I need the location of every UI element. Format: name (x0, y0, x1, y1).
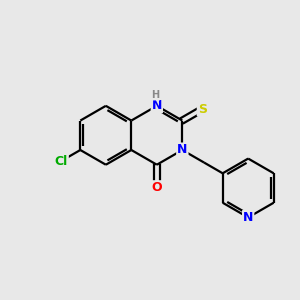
Text: S: S (198, 103, 207, 116)
Text: N: N (177, 143, 188, 157)
Text: N: N (152, 99, 162, 112)
Text: O: O (152, 181, 162, 194)
Text: Cl: Cl (55, 154, 68, 167)
Text: N: N (243, 211, 254, 224)
Text: H: H (151, 90, 159, 100)
